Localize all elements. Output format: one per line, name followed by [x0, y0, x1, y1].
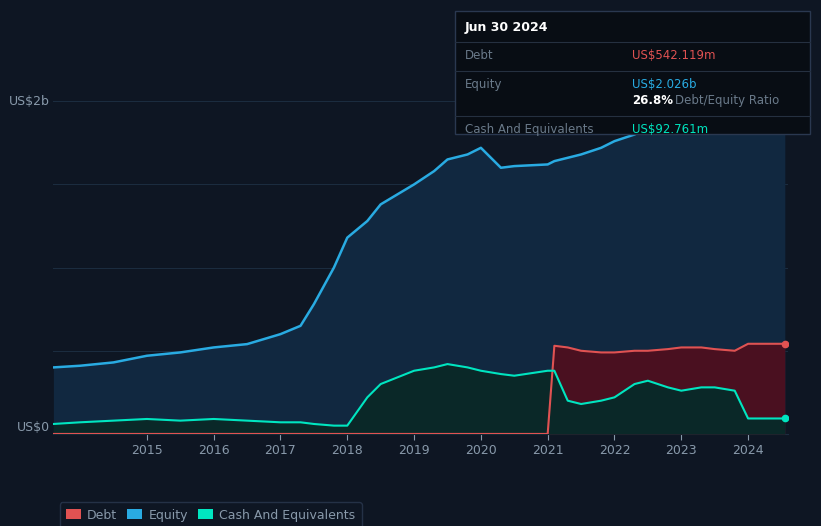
Text: Equity: Equity: [465, 78, 502, 92]
Text: US$542.119m: US$542.119m: [632, 49, 716, 63]
Text: US$2b: US$2b: [9, 95, 50, 108]
Text: Debt: Debt: [465, 49, 493, 63]
Text: Cash And Equivalents: Cash And Equivalents: [465, 123, 594, 136]
Text: 26.8%: 26.8%: [632, 94, 673, 107]
Text: US$0: US$0: [16, 421, 50, 434]
Text: Jun 30 2024: Jun 30 2024: [465, 21, 548, 34]
Text: US$2.026b: US$2.026b: [632, 78, 697, 92]
Text: US$92.761m: US$92.761m: [632, 123, 709, 136]
Legend: Debt, Equity, Cash And Equivalents: Debt, Equity, Cash And Equivalents: [60, 502, 361, 526]
Text: Debt/Equity Ratio: Debt/Equity Ratio: [675, 94, 779, 107]
